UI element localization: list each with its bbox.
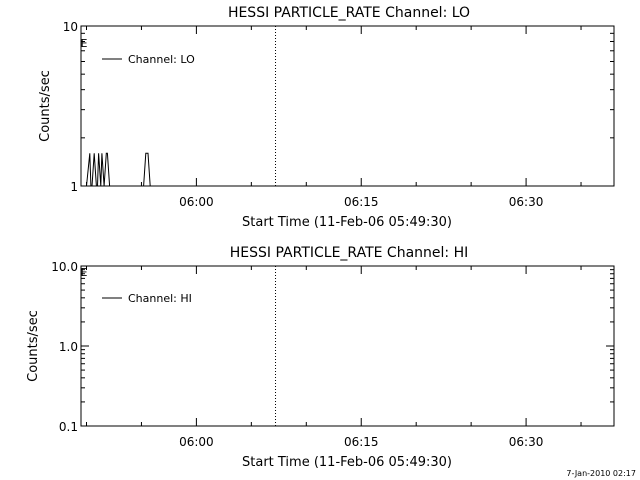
x-axis-label-lo: Start Time (11-Feb-06 05:49:30) [242,215,452,230]
series-lines-lo [86,46,615,187]
legend-label-lo: Channel: LO [128,53,195,66]
y-tick-label: 0.1 [59,420,78,434]
plot-frame-lo [80,25,615,187]
edge-marker-left-lo: E [81,37,88,50]
chart-title-hi: HESSI PARTICLE_RATE Channel: HI [230,245,468,261]
y-axis-label-lo: Counts/sec [38,70,53,142]
x-tick-label: 06:30 [509,195,544,209]
x-tick-label: 06:15 [344,435,379,449]
chart-panel-lo: HESSI PARTICLE_RATE Channel: LO 06:00 06:… [38,5,615,230]
plot-frame-hi [80,265,615,427]
x-tick-label: 06:00 [179,195,214,209]
y-tick-label: 10 [63,20,78,34]
edge-marker-left-hi: E [81,266,88,279]
legend-label-hi: Channel: HI [128,292,192,305]
footer-timestamp: 7-Jan-2010 02:17 [566,469,636,478]
x-axis-label-hi: Start Time (11-Feb-06 05:49:30) [242,455,452,470]
x-tick-label: 06:00 [179,435,214,449]
chart-title-lo: HESSI PARTICLE_RATE Channel: LO [228,5,470,21]
series-line [86,46,615,187]
y-tick-label: 1.0 [59,340,78,354]
chart-panel-hi: HESSI PARTICLE_RATE Channel: HI 06:00 06:… [26,245,615,470]
x-tick-label: 06:15 [344,195,379,209]
y-axis-label-hi: Counts/sec [26,310,41,382]
y-tick-label: 1 [70,180,78,194]
y-tick-label: 10.0 [51,260,78,274]
x-tick-label: 06:30 [509,435,544,449]
